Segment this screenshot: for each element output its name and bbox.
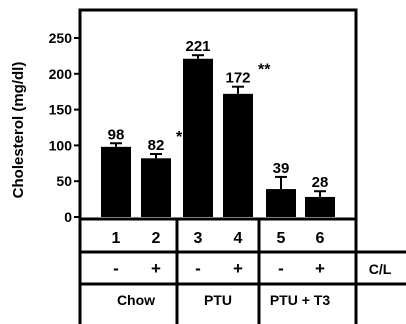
cl-sign: - <box>113 259 119 278</box>
bar-value-label: 28 <box>312 174 329 191</box>
group-label: PTU <box>204 292 232 308</box>
cl-sign: + <box>151 259 161 278</box>
bar-value-label: 39 <box>273 160 290 177</box>
y-tick-label: 100 <box>49 137 73 153</box>
condition-number: 5 <box>277 230 286 247</box>
cl-sign: + <box>315 259 325 278</box>
y-tick-label: 200 <box>49 66 73 82</box>
bar <box>183 58 213 217</box>
group-label: PTU + T3 <box>270 292 331 308</box>
y-tick-label: 150 <box>49 102 73 118</box>
condition-number: 6 <box>316 230 325 247</box>
group-label: Chow <box>117 292 155 308</box>
significance-marker: * <box>176 129 183 146</box>
bar <box>101 146 131 217</box>
bars: 98 82 * 221 172 ** 39 28 <box>101 38 335 217</box>
plot-frame <box>78 8 406 324</box>
cl-sign: - <box>278 259 284 278</box>
condition-number: 2 <box>152 230 161 247</box>
condition-number: 4 <box>234 230 243 247</box>
bar-value-label: 82 <box>148 137 165 154</box>
condition-table: 1 - 2 +3 - 4 +5 - 6 + C/L Chow PTU PTU + T3 <box>112 230 392 308</box>
y-tick-label: 250 <box>49 30 73 46</box>
y-axis-ticks: 0 50 100 150 200 250 <box>49 30 80 225</box>
cl-sign: + <box>233 259 243 278</box>
bar <box>141 158 171 217</box>
cl-sign: - <box>195 259 201 278</box>
y-axis-label: Cholesterol (mg/dl) <box>10 62 27 199</box>
bar-value-label: 172 <box>225 70 250 87</box>
y-tick-label: 0 <box>64 209 72 225</box>
y-tick-label: 50 <box>56 173 72 189</box>
significance-marker: ** <box>258 62 271 79</box>
bar-value-label: 98 <box>108 126 125 143</box>
bar <box>305 196 335 217</box>
condition-number: 1 <box>112 230 121 247</box>
bar <box>266 189 296 217</box>
bar <box>223 93 253 217</box>
cl-row-label: C/L <box>369 261 392 277</box>
bar-value-label: 221 <box>185 38 210 55</box>
condition-number: 3 <box>194 230 203 247</box>
